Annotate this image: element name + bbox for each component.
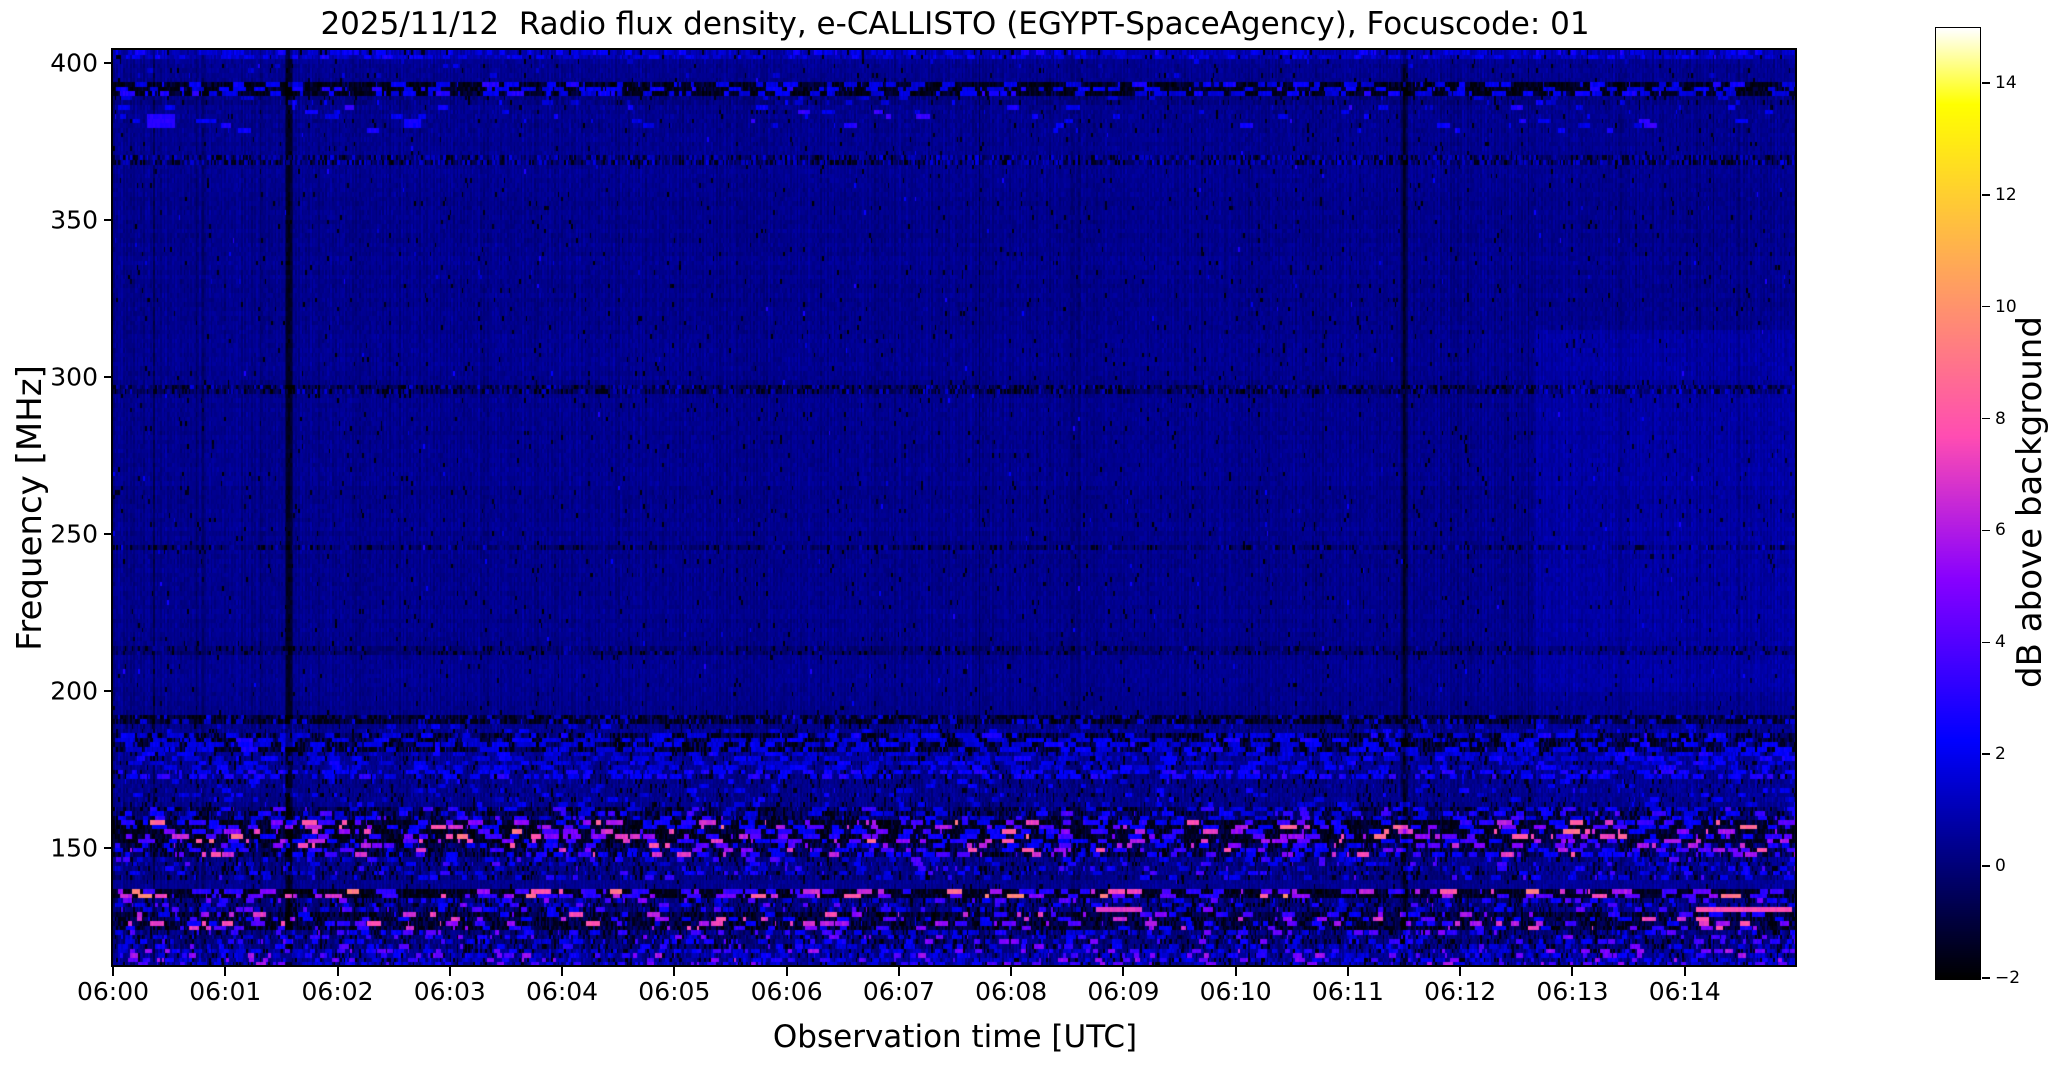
- x-tick-mark: [673, 967, 676, 976]
- x-tick-label: 06:04: [526, 977, 599, 1006]
- x-tick-label: 06:02: [301, 977, 374, 1006]
- colorbar-label: dB above background: [2010, 316, 2050, 688]
- y-tick-label: 200: [50, 676, 98, 706]
- colorbar-tick-mark: [1982, 977, 1990, 979]
- colorbar-tick-label: −2: [1995, 968, 2021, 988]
- colorbar-tick-label: 4: [1995, 632, 2006, 653]
- colorbar-tick-mark: [1982, 529, 1990, 532]
- x-tick-label: 06:08: [975, 977, 1048, 1006]
- x-tick-label: 06:00: [76, 977, 150, 1006]
- y-tick-label: 300: [50, 362, 98, 392]
- colorbar-canvas: [1935, 27, 1981, 980]
- x-tick-mark: [785, 967, 788, 976]
- colorbar-tick-mark: [1982, 305, 1990, 308]
- colorbar-tick-mark: [1982, 641, 1990, 644]
- x-tick-mark: [336, 967, 339, 976]
- x-tick-label: 06:10: [1199, 977, 1272, 1006]
- colorbar-tick-mark: [1982, 417, 1990, 420]
- x-tick-mark: [1571, 967, 1574, 976]
- x-tick-mark: [1683, 967, 1686, 976]
- x-tick-mark: [1234, 967, 1237, 976]
- colorbar-tick-mark: [1982, 865, 1990, 867]
- x-tick-label: 06:13: [1536, 977, 1609, 1006]
- x-tick-label: 06:05: [638, 977, 711, 1006]
- y-tick-mark: [104, 375, 113, 378]
- x-tick-mark: [897, 967, 900, 976]
- colorbar-tick-label: 6: [1995, 520, 2006, 541]
- y-tick-mark: [104, 61, 113, 64]
- x-tick-label: 06:09: [1087, 977, 1160, 1006]
- x-tick-mark: [112, 967, 114, 976]
- colorbar-tick-mark: [1982, 753, 1990, 756]
- x-tick-mark: [224, 967, 227, 976]
- x-tick-label: 06:06: [750, 977, 823, 1006]
- colorbar-tick-mark: [1982, 194, 1990, 196]
- x-axis-label: Observation time [UTC]: [772, 1019, 1138, 1055]
- x-tick-label: 06:14: [1648, 977, 1721, 1006]
- colorbar-tick-label: 8: [1995, 408, 2006, 429]
- y-tick-mark: [104, 532, 113, 535]
- colorbar-tick-label: 14: [1995, 72, 2017, 93]
- y-tick-label: 400: [50, 48, 98, 78]
- y-axis-label: Frequency [MHz]: [10, 365, 50, 651]
- x-tick-label: 06:01: [189, 977, 262, 1006]
- x-tick-label: 06:11: [1311, 977, 1384, 1006]
- colorbar-tick-label: 2: [1995, 744, 2006, 765]
- x-tick-label: 06:12: [1424, 977, 1497, 1006]
- x-tick-label: 06:07: [862, 977, 935, 1006]
- y-tick-mark: [104, 689, 113, 692]
- colorbar-tick-label: 0: [1995, 856, 2006, 877]
- x-tick-mark: [448, 967, 451, 976]
- colorbar-tick-mark: [1982, 82, 1990, 84]
- colorbar-tick-label: 10: [1995, 296, 2017, 317]
- x-tick-mark: [561, 967, 564, 976]
- y-tick-label: 350: [50, 205, 98, 235]
- y-tick-mark: [104, 846, 113, 849]
- x-tick-mark: [1010, 967, 1013, 976]
- y-tick-label: 250: [50, 519, 98, 549]
- chart-title: 2025/11/12 Radio flux density, e-CALLIST…: [320, 6, 1590, 42]
- x-tick-label: 06:03: [413, 977, 486, 1006]
- spectrogram-canvas: [113, 50, 1797, 967]
- x-tick-mark: [1459, 967, 1462, 976]
- x-tick-mark: [1346, 967, 1349, 976]
- x-tick-mark: [1122, 967, 1125, 976]
- y-tick-label: 150: [50, 833, 98, 863]
- colorbar-tick-label: 12: [1995, 184, 2017, 205]
- y-tick-mark: [104, 218, 113, 221]
